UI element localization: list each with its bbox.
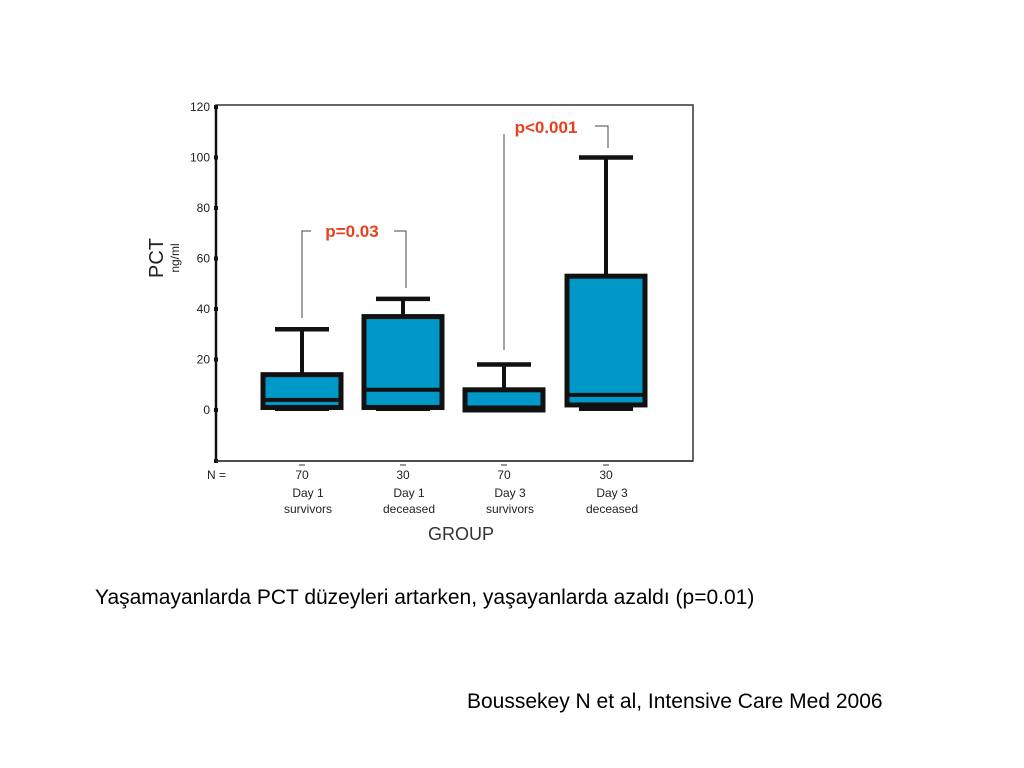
y-tick-label: 120: [190, 100, 210, 114]
y-tick: [214, 206, 218, 210]
significance-annotations: p=0.03 p<0.001: [301, 118, 609, 350]
y-tick-label: 100: [190, 151, 210, 165]
category-label: Day 1: [292, 486, 324, 500]
y-tick: [214, 105, 218, 109]
category-label: deceased: [383, 502, 435, 516]
y-tick-label: 20: [197, 353, 211, 367]
caption-text: Yaşamayanlarda PCT düzeyleri artarken, y…: [95, 586, 755, 609]
n-count: 70: [497, 468, 511, 482]
bracket-right: [394, 230, 407, 288]
y-tick-label: 40: [197, 302, 211, 316]
box-2: [361, 296, 445, 411]
y-tick: [214, 256, 218, 261]
boxplot-chart: 120 100 80 60 40 20 0 p=0.03 p<0.001 70 Day 1 sur…: [146, 100, 694, 544]
box-iqr: [462, 387, 546, 413]
n-label: N =: [207, 468, 226, 482]
y-tick-label: 60: [197, 252, 211, 266]
y-tick: [214, 408, 218, 412]
y-tick: [214, 357, 218, 362]
category-label: deceased: [586, 502, 638, 516]
box-series: [260, 155, 648, 413]
y-tick: [214, 307, 218, 311]
box-iqr: [361, 314, 445, 410]
p-value-annotation: p<0.001: [515, 118, 578, 137]
x-axis-label: GROUP: [428, 524, 494, 544]
n-count: 30: [599, 468, 613, 482]
x-axis: 70 Day 1 survivors 30 Day 1 deceased 70 Day 3 su…: [216, 460, 693, 516]
n-count: 70: [295, 468, 309, 482]
box-iqr: [260, 372, 344, 410]
category-label: Day 3: [494, 486, 526, 500]
box-1: [260, 326, 344, 411]
p-value-annotation: p=0.03: [325, 222, 378, 241]
bracket-right: [595, 125, 609, 148]
box-iqr: [564, 273, 648, 408]
n-count: 30: [396, 468, 410, 482]
y-axis: 120 100 80 60 40 20 0: [190, 100, 218, 463]
box-4: [564, 155, 648, 411]
bracket-left: [301, 230, 311, 318]
y-tick-label: 80: [197, 201, 211, 215]
y-tick: [214, 155, 218, 160]
category-label: Day 1: [393, 486, 425, 500]
y-axis-unit: ng/ml: [168, 243, 182, 272]
box-3: [462, 362, 546, 413]
category-label: Day 3: [596, 486, 628, 500]
citation-text: Boussekey N et al, Intensive Care Med 20…: [467, 690, 883, 713]
y-axis-label: PCT: [146, 238, 168, 278]
category-label: survivors: [486, 502, 534, 516]
category-label: survivors: [284, 502, 332, 516]
y-tick-label: 0: [203, 403, 210, 417]
